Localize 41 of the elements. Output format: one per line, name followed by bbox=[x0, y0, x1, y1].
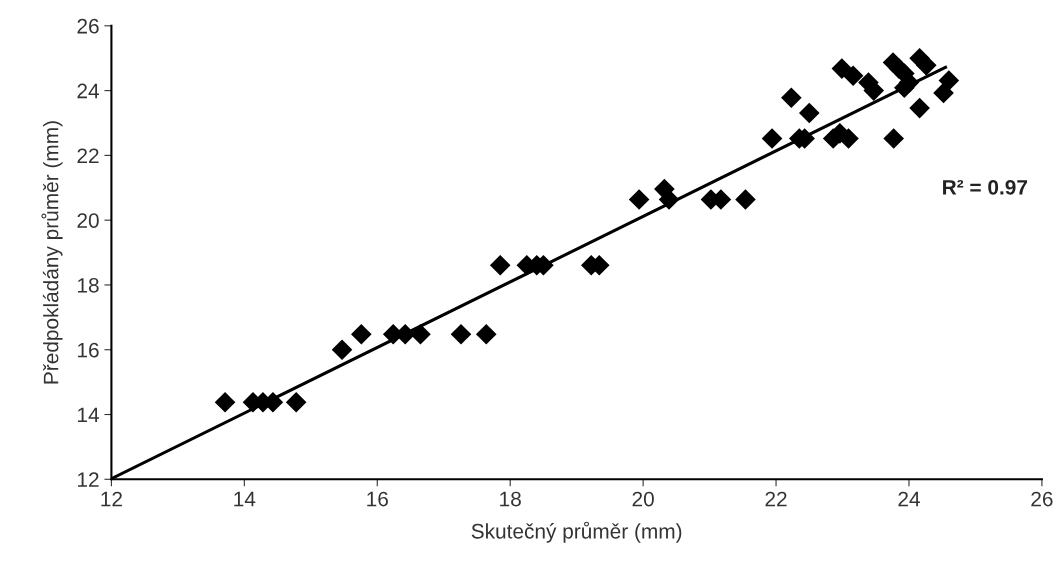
point bbox=[331, 339, 353, 361]
point bbox=[628, 189, 650, 210]
point bbox=[214, 391, 236, 413]
y-tick-label: 18 bbox=[78, 277, 99, 293]
y-axis-title: Předpokládány průměr (mm) bbox=[41, 121, 63, 384]
x-tick-label: 24 bbox=[898, 491, 920, 507]
point bbox=[798, 102, 820, 124]
y-tick-label: 12 bbox=[78, 472, 99, 487]
annotation: R² = 0.97 bbox=[943, 179, 1028, 195]
x-tick-label: 22 bbox=[765, 491, 787, 507]
y-tick-label: 26 bbox=[77, 18, 99, 34]
x-tick-label: 16 bbox=[367, 491, 388, 507]
point bbox=[285, 391, 307, 413]
point bbox=[842, 65, 864, 87]
x-tick-label: 12 bbox=[101, 491, 122, 507]
point bbox=[781, 87, 802, 109]
point bbox=[831, 58, 853, 79]
y-tick-label: 16 bbox=[78, 342, 99, 358]
y-tick-label: 14 bbox=[78, 407, 99, 423]
point bbox=[410, 323, 431, 345]
point bbox=[761, 128, 783, 149]
point bbox=[658, 189, 680, 210]
point bbox=[883, 128, 904, 149]
x-tick-label: 20 bbox=[632, 491, 654, 507]
y-tick-label: 22 bbox=[77, 148, 99, 163]
point bbox=[489, 254, 511, 276]
y-tick-label: 24 bbox=[77, 83, 99, 99]
x-tick-label: 26 bbox=[1031, 491, 1053, 507]
point bbox=[475, 323, 497, 345]
y-tick-label: 20 bbox=[77, 213, 99, 228]
point bbox=[938, 70, 960, 91]
point bbox=[838, 128, 859, 149]
point bbox=[909, 97, 930, 119]
point bbox=[450, 323, 472, 345]
x-tick-label: 18 bbox=[500, 491, 521, 507]
point bbox=[735, 189, 756, 210]
point bbox=[863, 80, 885, 101]
x-axis-title: Skutečný průměr (mm) bbox=[471, 521, 682, 543]
point bbox=[915, 55, 937, 76]
x-tick-label: 14 bbox=[234, 491, 256, 507]
point bbox=[351, 323, 372, 345]
